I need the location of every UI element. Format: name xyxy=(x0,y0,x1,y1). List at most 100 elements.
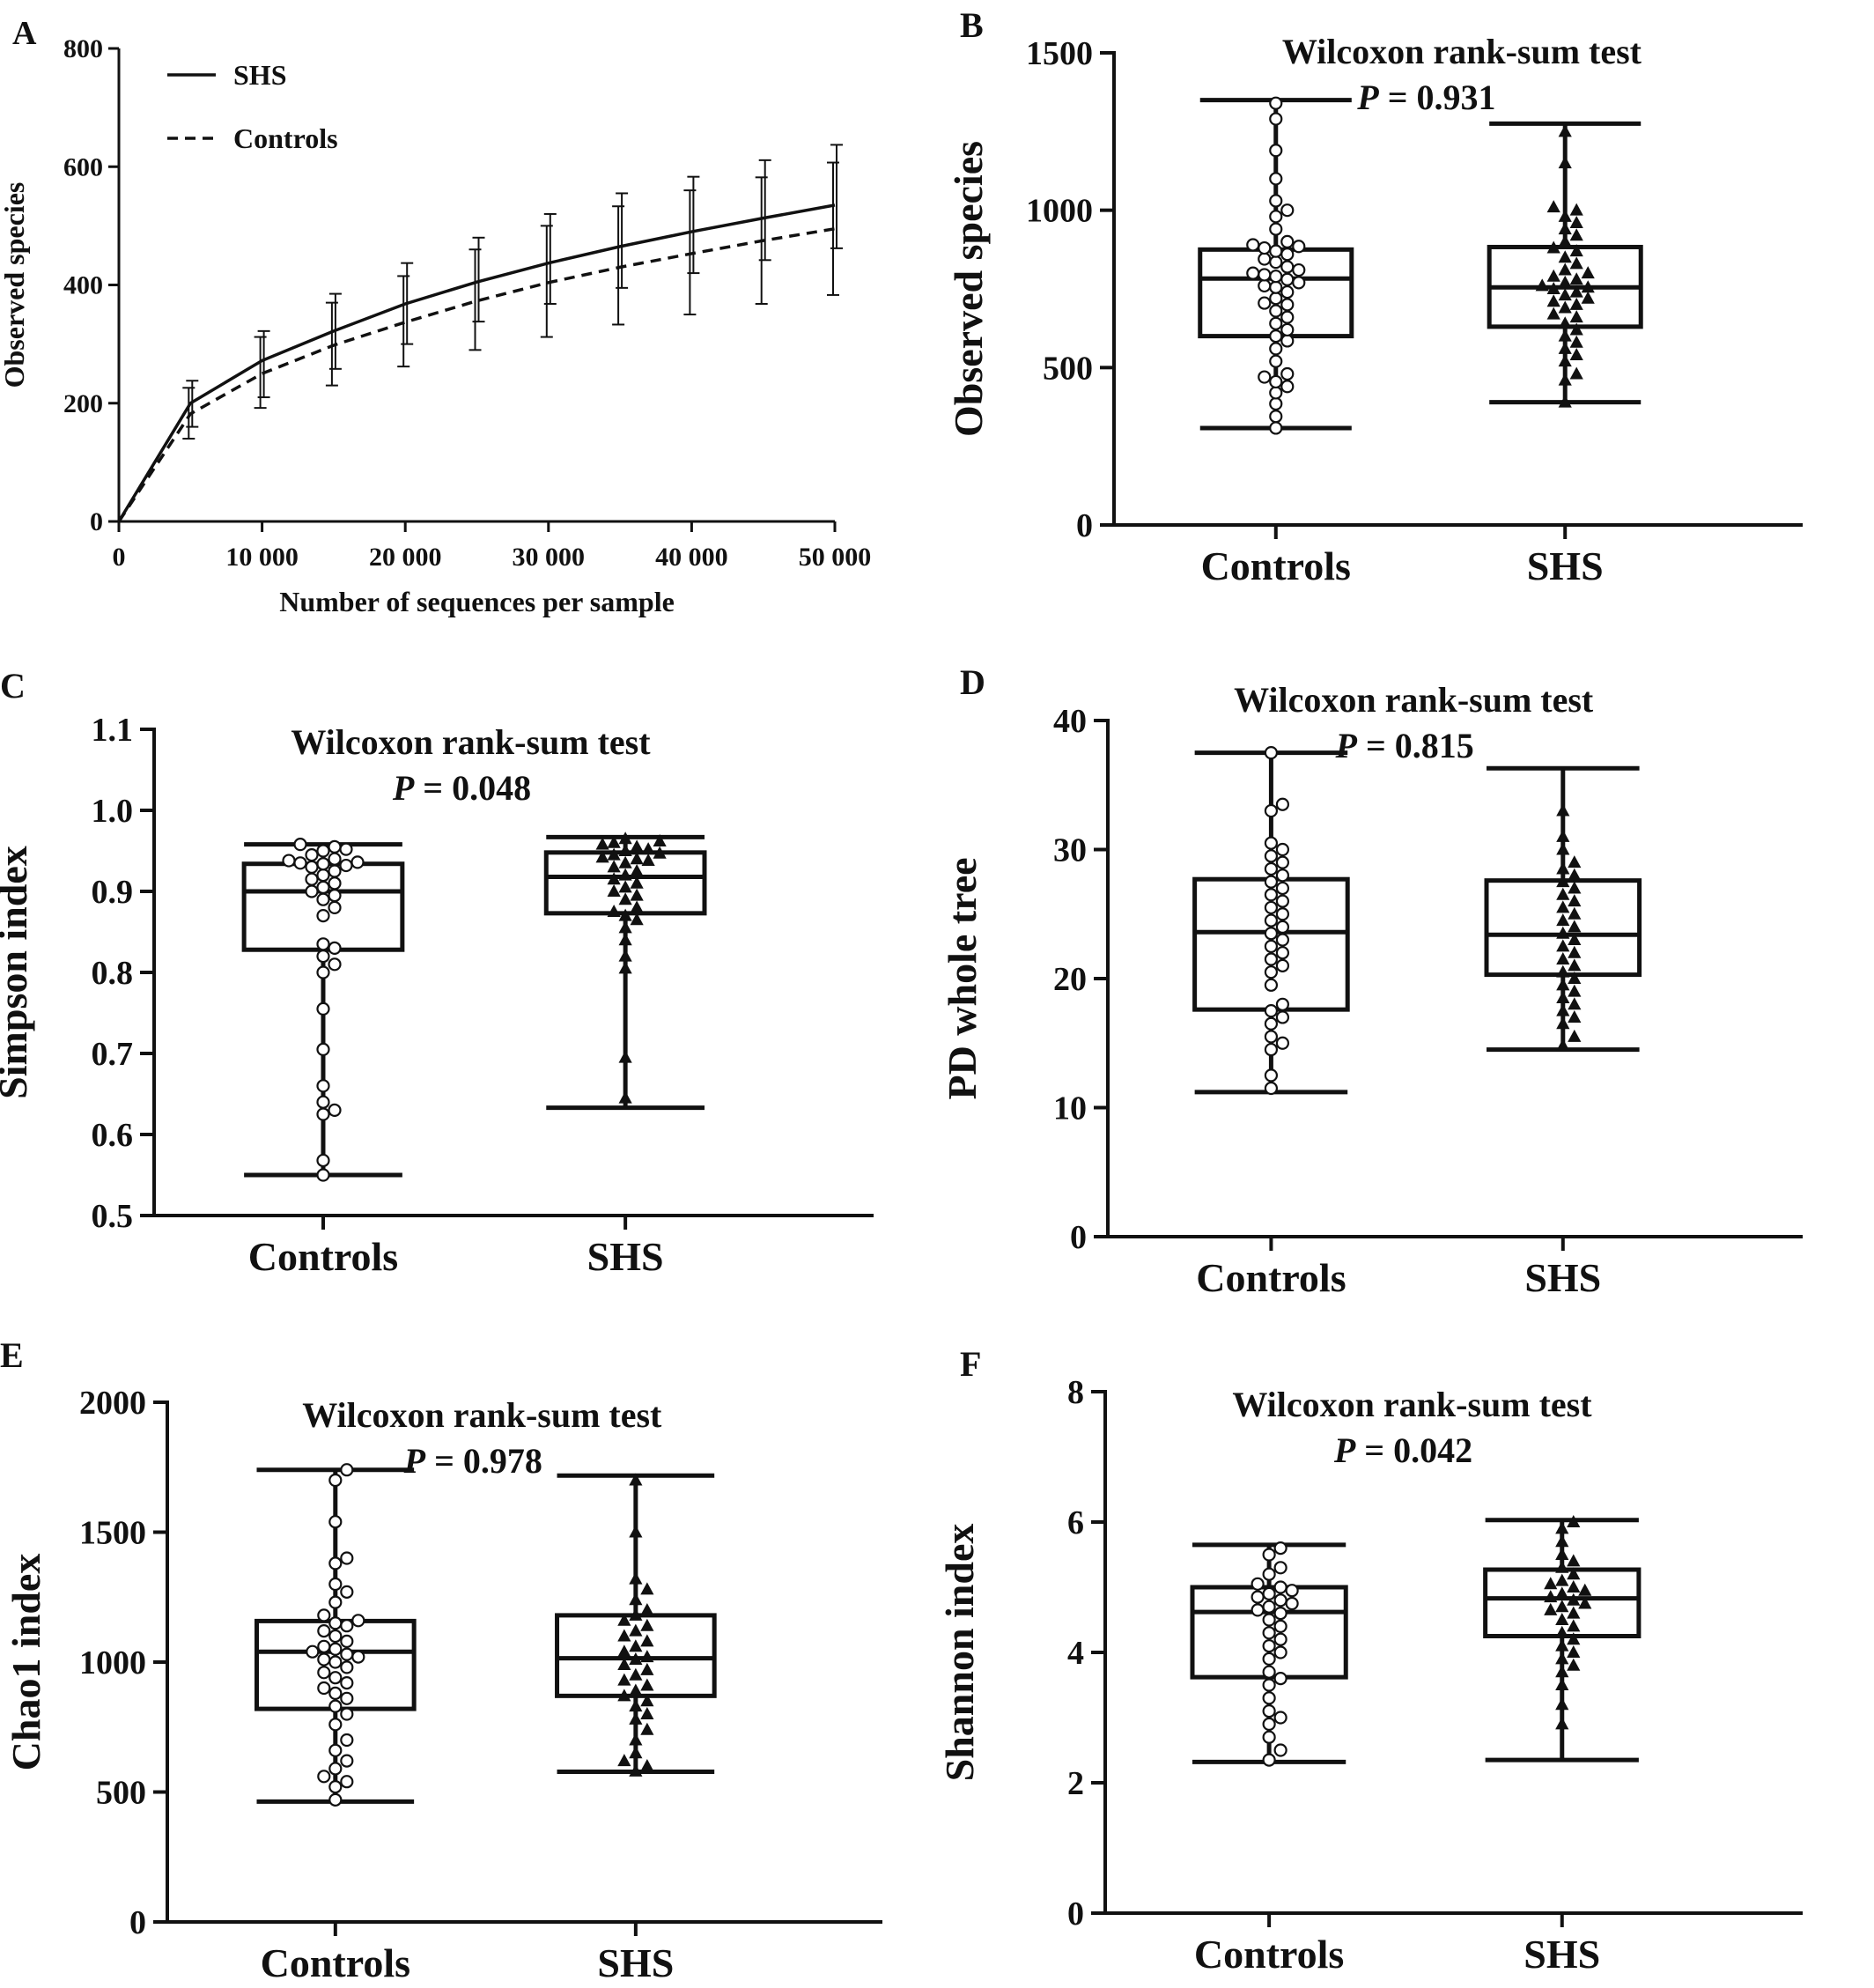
data-point-circle xyxy=(1269,410,1283,424)
data-point-triangle xyxy=(1546,307,1560,320)
data-point-circle xyxy=(1269,255,1283,270)
data-point-circle xyxy=(1280,298,1295,312)
data-point-circle xyxy=(340,1691,354,1705)
data-point-circle xyxy=(328,1616,343,1630)
data-point-circle xyxy=(1262,1665,1276,1679)
data-point-circle xyxy=(305,872,319,886)
data-point-triangle xyxy=(1556,978,1570,991)
data-point-triangle xyxy=(1569,228,1583,241)
box-shs xyxy=(1483,1515,1642,1763)
data-point-triangle xyxy=(1567,1632,1581,1645)
data-point-triangle xyxy=(630,888,644,901)
data-point-triangle xyxy=(617,1673,631,1686)
p-symbol: P xyxy=(403,1441,426,1481)
data-point-circle xyxy=(328,1595,343,1609)
data-point-circle xyxy=(1273,1580,1287,1594)
data-point-circle xyxy=(1273,1671,1287,1686)
data-point-triangle xyxy=(1578,1596,1592,1609)
box-shs xyxy=(1484,765,1642,1053)
data-point-triangle xyxy=(1569,366,1583,380)
data-point-circle xyxy=(328,864,342,878)
data-point-triangle xyxy=(1569,322,1583,336)
data-point-circle xyxy=(1269,386,1283,400)
data-point-triangle xyxy=(1544,1577,1558,1590)
data-point-triangle xyxy=(607,847,621,861)
data-point-circle xyxy=(1269,280,1283,294)
data-point-triangle xyxy=(1567,1606,1581,1619)
box-shs xyxy=(543,831,707,1111)
data-point-circle xyxy=(1258,296,1272,310)
data-point-triangle xyxy=(618,855,632,868)
data-point-triangle xyxy=(641,854,655,867)
data-point-circle xyxy=(1280,285,1295,299)
panel-letter-a: A xyxy=(12,15,37,52)
p-value: = 0.815 xyxy=(1357,726,1474,765)
data-point-triangle xyxy=(1581,291,1595,304)
data-point-triangle xyxy=(640,1662,654,1675)
data-point-triangle xyxy=(1558,262,1572,276)
y-tick-label: 10 xyxy=(1053,1090,1087,1127)
data-point-triangle xyxy=(1567,1658,1581,1671)
y-tick-label: 1.0 xyxy=(92,793,134,830)
data-point-triangle xyxy=(618,1050,632,1063)
x-tick-label-shs: SHS xyxy=(1524,1932,1600,1977)
data-point-circle xyxy=(1292,262,1306,277)
data-point-circle xyxy=(1262,1586,1276,1601)
data-point-circle xyxy=(317,1623,331,1638)
data-point-triangle xyxy=(618,1090,632,1104)
data-point-circle xyxy=(328,941,342,956)
data-point-triangle xyxy=(1546,269,1560,282)
data-point-triangle xyxy=(1568,933,1582,946)
data-point-circle xyxy=(1269,270,1283,284)
data-point-circle xyxy=(328,1718,343,1732)
y-axis-label-a: Observed species xyxy=(0,182,30,388)
data-point-circle xyxy=(1258,278,1272,293)
data-point-circle xyxy=(1280,334,1295,348)
data-point-circle xyxy=(1264,803,1279,818)
data-point-circle xyxy=(1280,248,1295,262)
x-tick-label-a: 50 000 xyxy=(799,543,872,572)
data-point-circle xyxy=(1264,875,1279,889)
y-tick-label: 0 xyxy=(1076,507,1093,544)
data-point-circle xyxy=(328,1671,343,1685)
data-point-triangle xyxy=(1556,875,1570,888)
data-point-circle xyxy=(328,1642,343,1656)
data-point-triangle xyxy=(607,884,621,897)
data-point-triangle xyxy=(630,852,644,865)
data-point-triangle xyxy=(1558,316,1572,329)
data-point-circle xyxy=(316,1107,330,1121)
y-tick-label-a: 800 xyxy=(63,34,103,63)
data-point-triangle xyxy=(1569,256,1583,270)
data-point-triangle xyxy=(1558,275,1572,288)
data-point-triangle xyxy=(617,1613,631,1626)
data-point-circle xyxy=(1273,1632,1287,1646)
data-point-circle xyxy=(1269,304,1283,318)
data-point-circle xyxy=(1275,1036,1290,1050)
y-tick-label: 2 xyxy=(1067,1765,1084,1802)
panel-letter-b: B xyxy=(960,5,984,45)
data-point-circle xyxy=(1275,868,1290,883)
series-line-controls xyxy=(117,227,836,522)
test-label: Wilcoxon rank-sum test xyxy=(1282,32,1642,71)
data-point-circle xyxy=(1269,172,1283,186)
data-point-triangle xyxy=(1567,1567,1581,1580)
data-point-triangle xyxy=(653,846,667,859)
data-point-circle xyxy=(328,1103,342,1118)
data-point-circle xyxy=(293,838,307,852)
data-point-circle xyxy=(1285,1596,1299,1611)
data-point-triangle xyxy=(1569,272,1583,285)
data-point-circle xyxy=(1273,1619,1287,1634)
p-value: = 0.042 xyxy=(1355,1430,1472,1470)
data-point-triangle xyxy=(1555,1638,1569,1652)
data-point-circle xyxy=(1273,1606,1287,1621)
data-point-triangle xyxy=(1556,964,1570,978)
y-tick-label-a: 600 xyxy=(63,152,103,181)
data-point-circle xyxy=(1273,1743,1287,1757)
data-point-circle xyxy=(1258,252,1272,266)
data-point-triangle xyxy=(1569,335,1583,348)
data-point-triangle xyxy=(618,908,632,921)
data-point-circle xyxy=(351,1650,365,1664)
data-point-circle xyxy=(1275,920,1290,935)
data-point-triangle xyxy=(640,1707,654,1719)
data-point-circle xyxy=(1262,1548,1276,1562)
